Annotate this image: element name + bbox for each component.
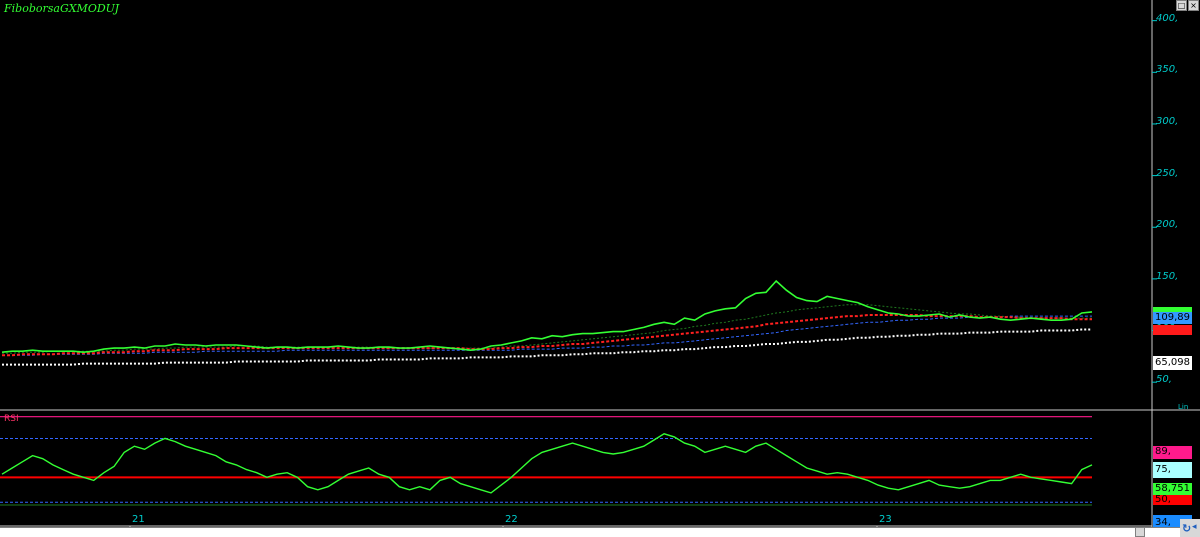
scale-mode-label[interactable]: Lin <box>1178 403 1189 411</box>
rsi-pane <box>0 416 1093 506</box>
chart-title: FiboborsaGXMODUJ <box>4 2 120 15</box>
series-line-rsi <box>1 433 1093 494</box>
rsi-title: RSI <box>4 414 19 424</box>
time-tick-label: 22 <box>505 514 518 525</box>
price-pane <box>1 279 1093 366</box>
price-tick-label: 300, <box>1156 115 1179 127</box>
price-tick-label: 350, <box>1156 64 1179 76</box>
zoom-icon[interactable]: ◂ <box>1192 522 1197 532</box>
ma-slow-badge: 109,89 <box>1153 312 1192 324</box>
close-button[interactable]: × <box>1188 0 1199 11</box>
price-tick-label: 150, <box>1156 270 1179 282</box>
price-tick-label: 50, <box>1156 374 1172 386</box>
price-tick-label: 200, <box>1156 219 1179 231</box>
rsi-level-75-badge: 75, <box>1153 462 1192 478</box>
rsi-current-badge: 58,751 <box>1153 483 1192 495</box>
rsi-level-50-badge: 50, <box>1153 495 1192 505</box>
ma-long-badge: 65,098 <box>1153 356 1192 370</box>
series-line-ma-slow <box>2 315 1092 356</box>
time-tick-label: 23 <box>879 514 892 525</box>
series-line-ma-long <box>2 328 1092 366</box>
toolbar-corner: ↻ ◂ <box>1180 519 1200 537</box>
restore-button[interactable]: □ <box>1176 0 1187 11</box>
series-line-ma-mid <box>2 304 1092 354</box>
horizontal-scrollbar[interactable] <box>0 527 1180 537</box>
ma-fast-badge <box>1153 325 1192 335</box>
price-tick-label: 250, <box>1156 167 1179 179</box>
refresh-icon[interactable]: ↻ <box>1182 522 1192 535</box>
price-tick-label: 400, <box>1156 12 1179 24</box>
time-tick-label: 21 <box>132 514 145 525</box>
series-line-price <box>1 279 1093 354</box>
rsi-level-89-badge: 89, <box>1153 446 1192 459</box>
scroll-right-button[interactable] <box>1135 527 1145 537</box>
series-line-ma-fast <box>2 314 1092 357</box>
